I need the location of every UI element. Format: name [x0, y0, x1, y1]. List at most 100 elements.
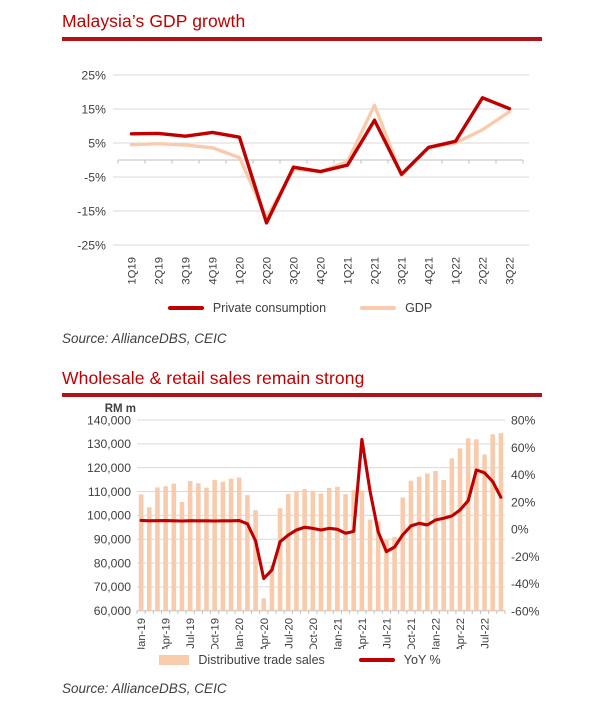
trade-sales-bar: [474, 439, 479, 611]
yoy-legend-swatch: [358, 658, 395, 662]
right-axis-tick-label: 80%: [511, 414, 536, 428]
trade-sales-bar: [179, 502, 185, 611]
trade-sales-bar: [285, 493, 291, 611]
right-axis-tick-label: 20%: [511, 495, 536, 509]
left-axis-tick-label: 110,000: [88, 485, 131, 499]
x-axis-month-label: Jul-22: [480, 618, 492, 649]
trade-sales-bar: [261, 598, 267, 611]
source-note-1: Source: AllianceDBS, CEIC: [62, 331, 227, 346]
x-axis-quarter-label: 2Q21: [370, 257, 382, 285]
trade-sales-bar: [187, 481, 193, 611]
x-axis-quarter-label: 3Q21: [397, 257, 409, 285]
yoy-legend-label: YoY %: [403, 653, 441, 667]
yoy-line: [139, 437, 503, 581]
trade-sales-bar: [228, 478, 234, 611]
trade-sales-bar: [433, 471, 438, 611]
right-axis-tick-label: 0%: [511, 523, 529, 537]
trade-sales-bar: [236, 477, 242, 611]
trade-sales-bar: [498, 433, 504, 611]
x-axis-month-label: Jan-21: [332, 618, 344, 649]
x-axis-quarter-label: 3Q19: [181, 257, 193, 285]
trade-sales-bar: [359, 490, 365, 611]
gdp-line: [129, 103, 512, 220]
trade-sales-bar: [277, 508, 283, 611]
trade-sales-legend: Distributive trade sales YoY %: [0, 653, 600, 667]
trade-sales-bar: [294, 490, 299, 611]
right-axis-tick-label: 60%: [511, 441, 536, 455]
private-consumption-legend-label: Private consumption: [212, 301, 327, 315]
gdp-growth-legend: Private consumption GDP: [0, 301, 600, 315]
distributive-trade-legend-label: Distributive trade sales: [198, 653, 325, 667]
trade-sales-bar: [245, 495, 250, 611]
x-axis-month-label: Apr-19: [161, 618, 173, 649]
x-axis-month-label: Jan-22: [430, 618, 442, 649]
trade-sales-bar: [196, 483, 201, 611]
left-axis-tick-label: 120,000: [87, 461, 131, 475]
x-axis-month-label: Jan-19: [136, 618, 148, 649]
y-axis-tick-label: 15%: [81, 102, 106, 116]
trade-sales-bar: [384, 539, 389, 611]
trade-sales-bar: [138, 494, 144, 611]
x-axis-month-label: Apr-20: [259, 618, 271, 649]
trade-sales-bar: [425, 473, 430, 611]
trade-sales-bar: [343, 494, 348, 611]
x-axis-quarter-label: 1Q21: [343, 257, 355, 285]
x-axis-month-label: Oct-19: [210, 618, 222, 649]
x-axis-quarter-label: 3Q22: [505, 257, 517, 285]
trade-sales-bar: [449, 458, 455, 611]
x-axis-month-label: Jul-19: [185, 618, 197, 649]
left-axis-tick-label: 90,000: [94, 532, 131, 546]
right-axis-tick-label: -60%: [511, 604, 540, 618]
left-axis-tick-label: 140,000: [87, 413, 131, 427]
gdp-growth-chart: 25% 15% 5% -5% -15% -25% 1Q19 2Q19 3Q19 4Q19 1Q20 2…: [77, 68, 529, 285]
trade-sales-bar: [351, 490, 357, 611]
private-consumption-legend-swatch: [167, 306, 204, 310]
trade-sales-bar: [220, 481, 226, 611]
left-axis-tick-label: 130,000: [87, 437, 131, 451]
trade-sales-bar: [310, 490, 316, 611]
x-axis-quarter-label: 1Q22: [451, 257, 463, 285]
private-consumption-line: [129, 96, 512, 225]
trade-sales-chart: 60,000 70,000 80,000 90,000 100,000 110,000 12…: [87, 403, 540, 649]
distributive-trade-bars: [138, 433, 504, 611]
y-axis-tick-label: -15%: [77, 204, 106, 218]
x-axis-quarter-label: 4Q21: [424, 257, 436, 285]
trade-sales-bar: [441, 480, 446, 611]
trade-sales-bar: [482, 454, 487, 611]
gdp-growth-title: Malaysia’s GDP growth: [62, 11, 246, 31]
distributive-trade-legend-swatch: [159, 655, 190, 665]
trade-sales-bar: [212, 479, 217, 611]
trade-sales-bar: [253, 510, 258, 611]
left-axis-unit-label: RM m: [105, 403, 136, 415]
wholesale-retail-title: Wholesale & retail sales remain strong: [62, 368, 365, 388]
trade-sales-bar: [326, 487, 332, 611]
left-axis-tick-label: 70,000: [94, 580, 131, 594]
trade-sales-bar: [400, 497, 406, 611]
x-axis-quarter-label: 2Q20: [262, 257, 274, 285]
gdp-legend-label: GDP: [405, 301, 433, 315]
trade-sales-bar: [269, 564, 275, 611]
left-axis-tick-label: 60,000: [94, 604, 131, 618]
right-axis-tick-label: 40%: [511, 468, 536, 482]
y-axis-tick-label: 5%: [88, 136, 106, 150]
x-axis-quarter-label: 2Q22: [478, 257, 490, 285]
trade-sales-bar: [163, 486, 168, 611]
y-axis-tick-label: 25%: [81, 68, 106, 82]
left-axis-tick-label: 100,000: [87, 509, 131, 523]
trade-sales-bar: [204, 487, 209, 611]
trade-sales-bar: [408, 480, 414, 611]
trade-sales-bar: [318, 493, 324, 611]
trade-sales-bar: [367, 519, 373, 611]
trade-sales-bar: [465, 438, 471, 611]
gdp-growth-title-rule: [62, 37, 542, 41]
x-axis-quarter-label: 1Q20: [235, 257, 247, 285]
y-axis-tick-label: -5%: [84, 170, 106, 184]
trade-sales-bar: [335, 486, 340, 611]
trade-sales-bar: [392, 536, 397, 611]
trade-sales-bar: [155, 487, 160, 611]
left-axis-tick-label: 80,000: [94, 556, 131, 570]
x-axis-month-label: Jul-21: [381, 618, 393, 649]
x-axis-month-label: Jan-20: [234, 618, 246, 649]
wholesale-retail-title-rule: [62, 393, 542, 397]
trade-sales-bar: [302, 489, 307, 611]
